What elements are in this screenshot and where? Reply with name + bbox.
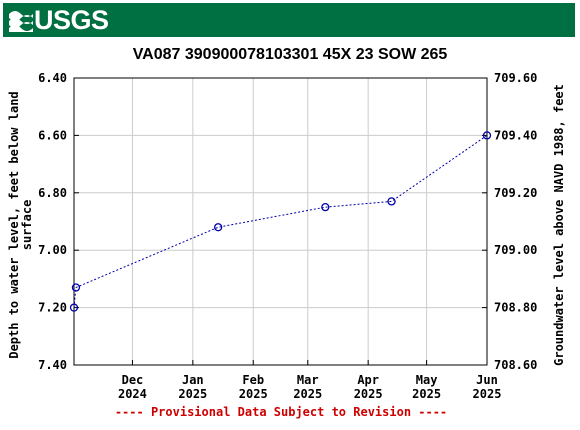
- right-tick-label: 709.40: [494, 128, 537, 142]
- left-tick-label: 7.40: [38, 358, 67, 372]
- left-axis-label-line2: surface: [20, 200, 34, 251]
- x-tick-label-month: Jun: [476, 373, 498, 387]
- right-tick-label: 709.60: [494, 71, 537, 85]
- usgs-logo-icon: [9, 11, 33, 32]
- x-tick-label-year: 2025: [239, 387, 268, 401]
- data-point: [387, 197, 396, 206]
- left-axis-tick-labels: 6.40 6.60 6.80 7.00 7.20 7.40: [38, 71, 67, 372]
- x-tick-label-year: 2025: [354, 387, 383, 401]
- x-tick-label-year: 2025: [178, 387, 207, 401]
- data-point: [482, 131, 492, 140]
- x-tick-label-year: 2025: [412, 387, 441, 401]
- x-tick-label-year: 2025: [293, 387, 322, 401]
- plot-gridlines: [74, 78, 487, 365]
- data-point: [71, 283, 81, 292]
- left-tick-label: 6.60: [38, 128, 67, 142]
- provisional-footer: ---- Provisional Data Subject to Revisio…: [115, 405, 447, 419]
- x-tick-label-year: 2024: [118, 387, 147, 401]
- chart-title: VA087 390900078103301 45X 23 SOW 265: [133, 46, 448, 63]
- plot-area-frame: [73, 77, 488, 366]
- x-tick-label-month: Jan: [182, 373, 204, 387]
- series-line: [73, 134, 488, 308]
- x-tick-label-month: Feb: [242, 373, 264, 387]
- left-tick-label: 7.20: [38, 301, 67, 315]
- right-axis-tick-labels: 709.60 709.40 709.20 709.00 708.80 708.60: [494, 71, 537, 372]
- left-tick-label: 7.00: [38, 243, 67, 257]
- right-tick-label: 708.80: [494, 301, 537, 315]
- right-axis-label: Groundwater level above NAVD 1988, feet: [552, 84, 566, 366]
- x-tick-label-year: 2025: [473, 387, 502, 401]
- usgs-logo-text: USGS: [34, 5, 109, 35]
- right-tick-label: 709.00: [494, 243, 537, 257]
- x-axis-tick-labels: Dec2024Jan2025Feb2025Mar2025Apr2025May20…: [118, 373, 501, 401]
- left-tick-label: 6.80: [38, 186, 67, 200]
- x-tick-label-month: Mar: [297, 373, 319, 387]
- left-tick-label: 6.40: [38, 71, 67, 85]
- data-point: [214, 223, 223, 232]
- x-tick-label-month: May: [416, 373, 438, 387]
- x-tick-label-month: Dec: [122, 373, 144, 387]
- right-tick-label: 708.60: [494, 358, 537, 372]
- data-point: [321, 202, 330, 212]
- axis-ticks: [74, 77, 488, 366]
- x-tick-label-month: Apr: [357, 373, 379, 387]
- left-axis-label-line1: Depth to water level, feet below land: [7, 91, 21, 358]
- usgs-banner: USGS: [3, 3, 575, 37]
- series-groundwater: [69, 131, 492, 312]
- data-point: [69, 303, 79, 312]
- right-tick-label: 709.20: [494, 186, 537, 200]
